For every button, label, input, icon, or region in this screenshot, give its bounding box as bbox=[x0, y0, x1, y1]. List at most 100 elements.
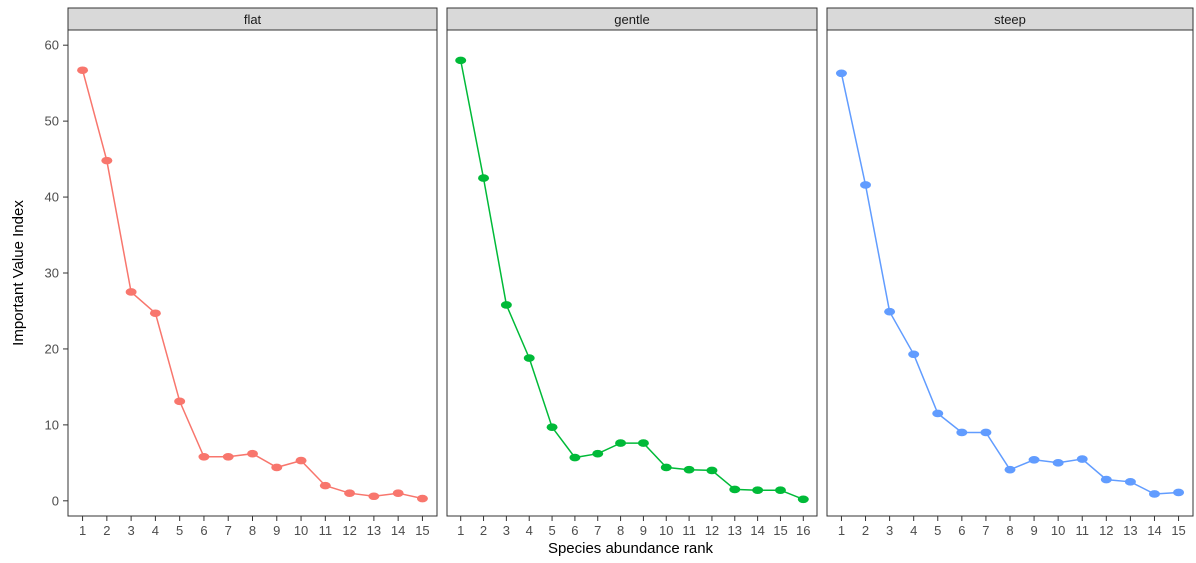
data-point bbox=[478, 174, 490, 182]
x-tick-label: 10 bbox=[1051, 523, 1065, 538]
data-point bbox=[344, 489, 356, 498]
x-tick-label: 4 bbox=[526, 523, 533, 538]
data-point bbox=[1148, 490, 1160, 498]
data-point bbox=[1076, 455, 1088, 463]
data-point bbox=[1004, 465, 1016, 474]
data-point bbox=[615, 439, 627, 447]
x-tick-label: 13 bbox=[367, 523, 381, 538]
x-tick-label: 7 bbox=[982, 523, 989, 538]
x-tick-label: 5 bbox=[176, 523, 183, 538]
data-point bbox=[125, 288, 137, 296]
x-tick-label: 3 bbox=[886, 523, 893, 538]
data-point bbox=[1124, 478, 1136, 486]
x-tick-label: 6 bbox=[200, 523, 207, 538]
x-axis-title: Species abundance rank bbox=[548, 540, 714, 557]
data-point bbox=[706, 466, 718, 475]
x-tick-label: 6 bbox=[571, 523, 578, 538]
data-point bbox=[980, 428, 992, 437]
x-tick-label: 13 bbox=[728, 523, 742, 538]
facet-strip-label: gentle bbox=[614, 12, 649, 27]
data-point bbox=[683, 465, 695, 474]
x-tick-label: 15 bbox=[1171, 523, 1185, 538]
data-point bbox=[884, 307, 896, 316]
facet-strip-label: steep bbox=[994, 12, 1026, 27]
x-tick-label: 8 bbox=[1006, 523, 1013, 538]
data-point bbox=[1100, 475, 1112, 484]
x-tick-label: 12 bbox=[342, 523, 356, 538]
series-line-gentle bbox=[459, 60, 804, 500]
x-tick-label: 14 bbox=[391, 523, 405, 538]
y-tick-label: 50 bbox=[45, 114, 59, 129]
data-point bbox=[797, 495, 809, 504]
data-point bbox=[546, 423, 558, 431]
data-point bbox=[455, 56, 467, 65]
x-tick-label: 14 bbox=[1147, 523, 1161, 538]
x-tick-label: 5 bbox=[934, 523, 941, 538]
facet-panel bbox=[826, 29, 1194, 517]
data-point bbox=[1028, 456, 1040, 464]
y-tick-label: 10 bbox=[45, 417, 59, 432]
x-tick-label: 2 bbox=[862, 523, 869, 538]
data-point bbox=[174, 397, 186, 406]
y-tick-label: 60 bbox=[45, 38, 59, 53]
data-point bbox=[908, 350, 920, 359]
x-tick-label: 4 bbox=[152, 523, 159, 538]
data-point bbox=[1052, 459, 1064, 467]
facet-strip-label: flat bbox=[244, 12, 262, 27]
data-point bbox=[247, 449, 258, 458]
data-point bbox=[500, 301, 512, 309]
x-tick-label: 11 bbox=[682, 523, 696, 538]
facet-panel bbox=[67, 29, 438, 517]
data-point bbox=[835, 69, 847, 78]
x-tick-label: 15 bbox=[773, 523, 787, 538]
x-tick-label: 6 bbox=[958, 523, 965, 538]
x-tick-label: 10 bbox=[659, 523, 673, 538]
data-point bbox=[932, 409, 944, 418]
data-point bbox=[101, 156, 113, 165]
data-point bbox=[569, 453, 581, 462]
x-tick-label: 12 bbox=[705, 523, 719, 538]
data-point bbox=[592, 449, 604, 458]
x-tick-label: 11 bbox=[1075, 523, 1089, 538]
data-point bbox=[149, 309, 161, 318]
x-tick-label: 11 bbox=[319, 523, 333, 538]
x-tick-label: 8 bbox=[617, 523, 624, 538]
x-tick-label: 9 bbox=[640, 523, 647, 538]
y-axis: 0 10 20 30 40 50 60 bbox=[45, 38, 68, 508]
x-tick-label: 7 bbox=[225, 523, 232, 538]
data-point bbox=[392, 489, 404, 498]
data-point bbox=[660, 463, 672, 472]
x-tick-label: 16 bbox=[796, 523, 810, 538]
data-point bbox=[774, 486, 786, 494]
data-point bbox=[752, 486, 764, 494]
y-tick-label: 40 bbox=[45, 190, 59, 205]
data-point bbox=[416, 494, 428, 503]
facet-panel bbox=[446, 29, 818, 517]
data-point bbox=[729, 485, 741, 494]
data-point bbox=[860, 181, 872, 189]
x-tick-label: 7 bbox=[594, 523, 601, 538]
x-tick-label: 2 bbox=[103, 523, 110, 538]
x-tick-label: 3 bbox=[128, 523, 135, 538]
x-tick-label: 1 bbox=[838, 523, 845, 538]
data-point bbox=[1173, 488, 1185, 497]
x-tick-label: 15 bbox=[415, 523, 429, 538]
x-tick-label: 10 bbox=[294, 523, 308, 538]
x-tick-label: 1 bbox=[79, 523, 86, 538]
y-axis-title: Important Value Index bbox=[10, 200, 27, 346]
x-tick-label: 12 bbox=[1099, 523, 1113, 538]
x-tick-label: 1 bbox=[457, 523, 464, 538]
data-point bbox=[295, 456, 307, 465]
x-tick-label: 8 bbox=[249, 523, 256, 538]
y-tick-label: 0 bbox=[52, 493, 59, 508]
x-tick-label: 9 bbox=[273, 523, 280, 538]
data-point bbox=[271, 463, 283, 472]
x-tick-label: 5 bbox=[548, 523, 555, 538]
x-tick-label: 2 bbox=[480, 523, 487, 538]
data-point bbox=[956, 428, 968, 437]
x-tick-label: 9 bbox=[1030, 523, 1037, 538]
data-point bbox=[198, 452, 210, 461]
